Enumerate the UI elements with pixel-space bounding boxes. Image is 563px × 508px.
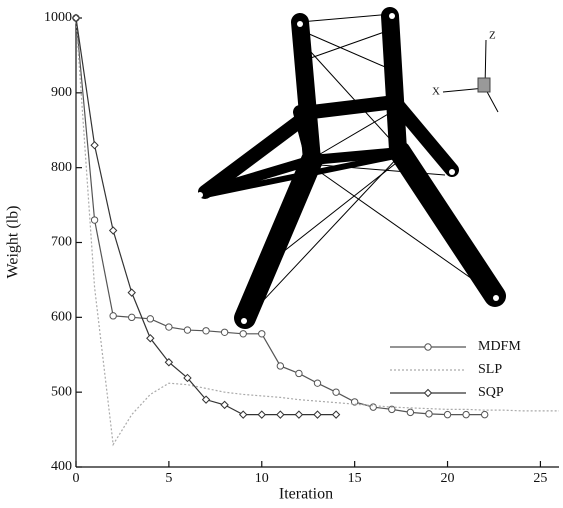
point [166, 324, 172, 330]
y-tick-label: 1000 [44, 10, 72, 25]
point [463, 411, 469, 417]
y-tick-label: 500 [51, 384, 72, 399]
point [259, 331, 265, 337]
point [277, 411, 284, 418]
point [110, 227, 117, 234]
x-axis-title: Iteration [279, 486, 333, 503]
point [314, 411, 321, 418]
x-tick-label: 5 [165, 471, 172, 486]
y-tick-label: 700 [51, 235, 72, 250]
x-tick-label: 0 [73, 471, 80, 486]
point [295, 411, 302, 418]
point [296, 370, 302, 376]
point [426, 411, 432, 417]
legend-label: SLP [478, 362, 502, 377]
point [444, 411, 450, 417]
x-tick-label: 15 [348, 471, 362, 486]
point [481, 411, 487, 417]
point [258, 411, 265, 418]
x-tick-label: 25 [533, 471, 547, 486]
point [221, 329, 227, 335]
y-tick-label: 600 [51, 310, 72, 325]
point [240, 411, 247, 418]
x-tick-label: 20 [441, 471, 455, 486]
y-tick-label: 900 [51, 85, 72, 100]
point [110, 313, 116, 319]
point [91, 217, 97, 223]
point [129, 314, 135, 320]
legend-marker [425, 344, 431, 350]
point [203, 328, 209, 334]
y-tick-label: 800 [51, 160, 72, 175]
chart: Z X Iteration Weight (lb) 400 500 600 700 80… [0, 0, 563, 508]
point [147, 316, 153, 322]
point [240, 331, 246, 337]
y-axis-title: Weight (lb) [5, 206, 22, 279]
legend-label: MDFM [478, 339, 521, 354]
point [91, 142, 98, 149]
legend-label: SQP [478, 385, 504, 400]
point [314, 380, 320, 386]
y-tick-label: 400 [51, 459, 72, 474]
point [407, 409, 413, 415]
x-tick-label: 10 [255, 471, 269, 486]
axis-x-label: X [432, 86, 440, 98]
point [128, 289, 135, 296]
point [221, 401, 228, 408]
axis-z-label: Z [489, 30, 496, 42]
point [277, 363, 283, 369]
point [333, 411, 340, 418]
point [184, 327, 190, 333]
truss-inset: Z X [197, 13, 499, 324]
point [333, 389, 339, 395]
legend-marker [425, 390, 432, 397]
